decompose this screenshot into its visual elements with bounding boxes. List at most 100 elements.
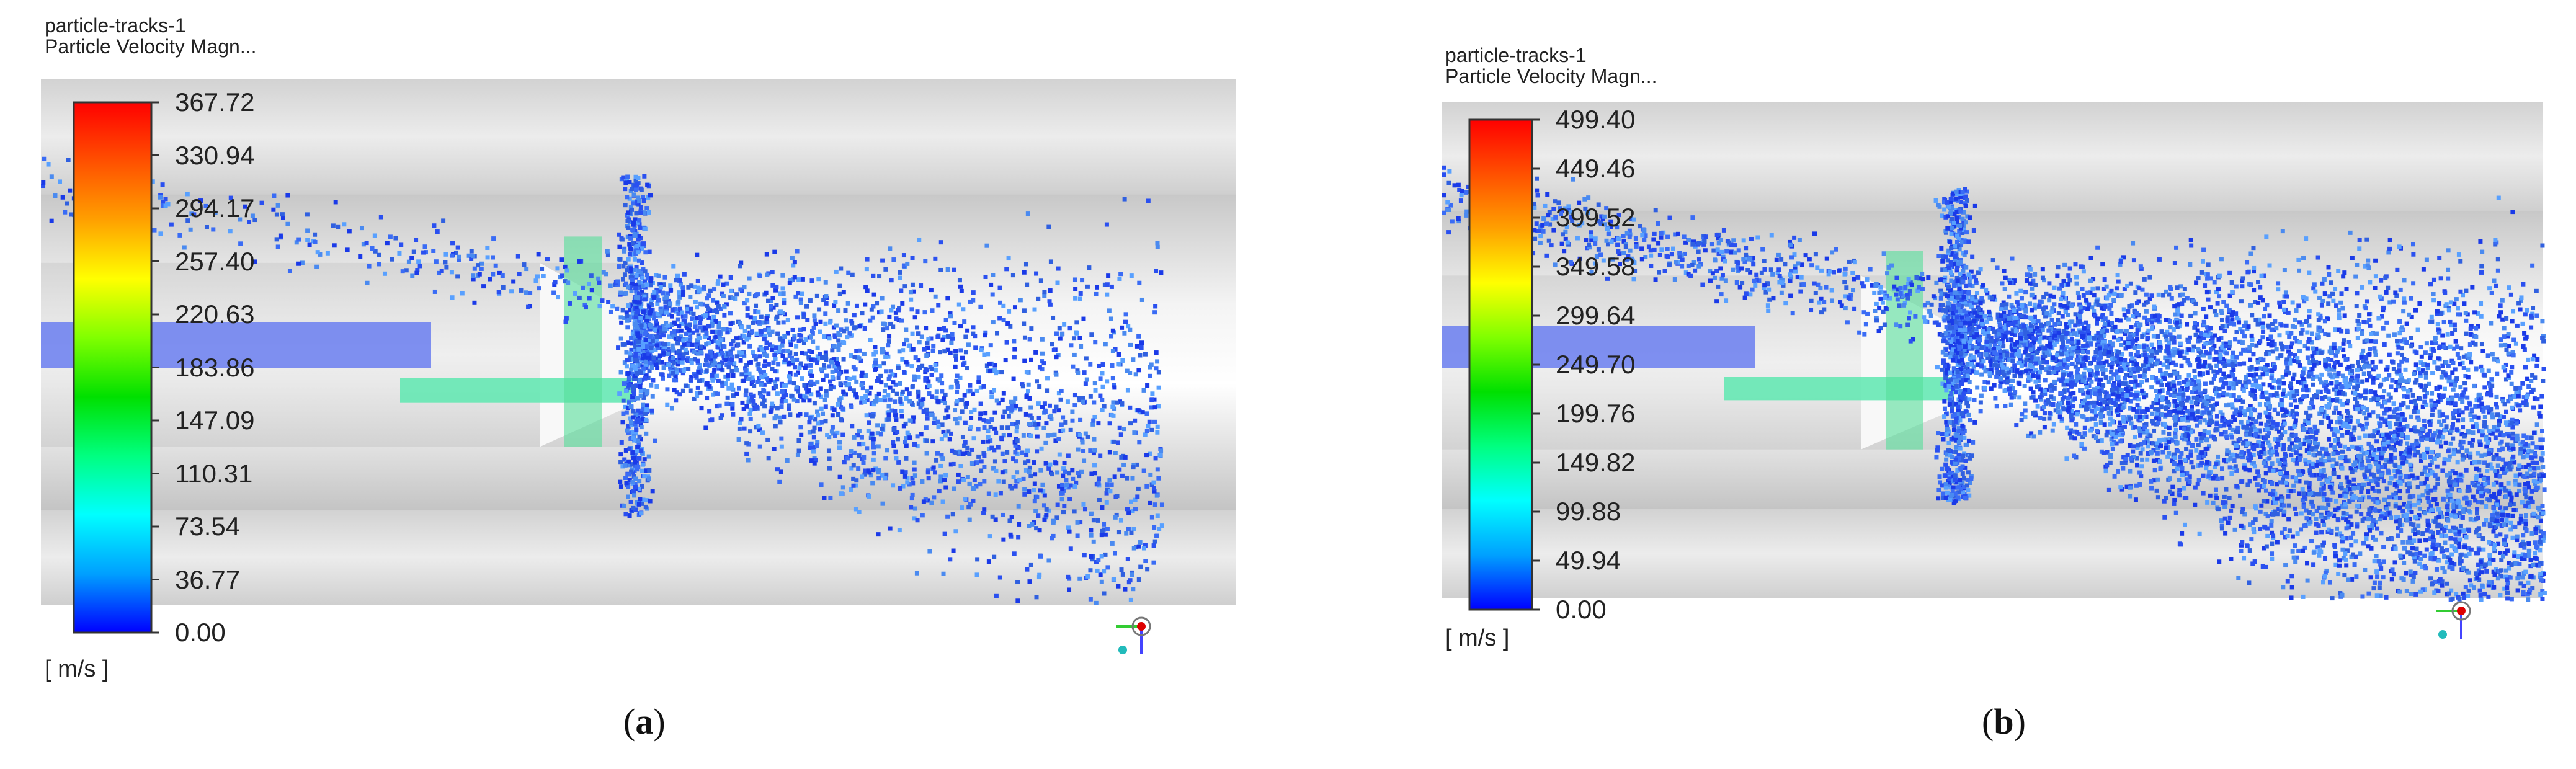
particle xyxy=(996,479,1001,484)
particle xyxy=(1907,291,1912,296)
particle xyxy=(1838,300,1843,305)
particle xyxy=(765,272,770,277)
particle xyxy=(843,308,848,313)
particle xyxy=(545,257,550,262)
particle xyxy=(1951,321,1956,326)
particle xyxy=(887,314,892,319)
particle xyxy=(238,217,243,222)
particle xyxy=(1962,435,1967,440)
particle xyxy=(662,327,667,332)
particle xyxy=(1950,264,1954,269)
particle xyxy=(1116,530,1121,535)
particle xyxy=(625,313,630,318)
particle xyxy=(1799,275,1804,280)
particle xyxy=(1008,324,1013,329)
particle xyxy=(1943,254,1948,259)
particle xyxy=(898,381,902,386)
particle xyxy=(708,288,713,293)
particle xyxy=(766,456,771,461)
particle xyxy=(986,559,991,564)
particle xyxy=(809,458,814,463)
particle xyxy=(1809,298,1814,303)
particle xyxy=(753,309,758,314)
particles xyxy=(1442,165,2547,602)
particle xyxy=(963,334,968,339)
particle xyxy=(1089,471,1094,476)
particle xyxy=(992,367,997,372)
particle xyxy=(633,299,638,304)
particle-track-viewport xyxy=(41,79,1236,654)
particle xyxy=(1456,216,1461,221)
particle xyxy=(969,447,974,452)
particle xyxy=(1713,258,1718,263)
particle xyxy=(526,304,531,309)
particle xyxy=(1046,508,1051,513)
particle xyxy=(469,249,474,254)
particle xyxy=(1951,333,1956,338)
particle xyxy=(876,444,881,449)
particle xyxy=(1954,336,1959,340)
particle xyxy=(1956,261,1961,266)
particle xyxy=(958,375,963,380)
particle xyxy=(891,324,896,329)
particle xyxy=(1103,532,1108,537)
particle xyxy=(1609,239,1614,244)
particle xyxy=(2290,475,2295,480)
particle xyxy=(1956,480,1961,485)
particle xyxy=(893,310,898,315)
particle xyxy=(1546,238,1551,243)
particle xyxy=(606,300,611,304)
particle xyxy=(854,303,859,308)
particle xyxy=(630,252,635,257)
particle xyxy=(1151,543,1156,548)
particle xyxy=(927,391,932,396)
particle xyxy=(622,272,627,277)
particle xyxy=(661,333,666,338)
particle xyxy=(998,491,1003,496)
particle xyxy=(643,308,648,313)
particle xyxy=(623,187,628,192)
particle xyxy=(871,304,876,309)
particle xyxy=(280,215,285,220)
particle xyxy=(623,388,628,393)
particle xyxy=(1143,543,1148,548)
particle xyxy=(693,324,698,329)
particle xyxy=(721,294,726,299)
particle xyxy=(716,279,721,284)
particle xyxy=(924,407,929,412)
particle xyxy=(437,270,442,275)
particle xyxy=(1796,261,1801,266)
particle xyxy=(916,367,920,372)
particle xyxy=(1950,272,1954,277)
particle xyxy=(809,278,814,283)
particle xyxy=(457,254,461,259)
particle xyxy=(823,350,828,355)
particle xyxy=(2371,535,2376,540)
particle xyxy=(1956,453,1961,458)
particle xyxy=(953,450,958,455)
particle xyxy=(760,320,765,325)
particle xyxy=(1956,426,1961,431)
particle xyxy=(1097,363,1102,368)
particle xyxy=(780,339,785,344)
particle xyxy=(1759,270,1764,275)
particle xyxy=(477,272,482,277)
particle xyxy=(1951,347,1956,352)
particle xyxy=(1107,450,1112,455)
particle xyxy=(1059,422,1064,427)
particle xyxy=(1076,370,1081,375)
particle xyxy=(626,494,631,499)
particle xyxy=(1089,332,1094,337)
particle xyxy=(1446,180,1451,185)
particle xyxy=(1952,224,1957,229)
particle xyxy=(799,333,804,338)
particle xyxy=(1877,290,1882,295)
particle xyxy=(1144,429,1149,433)
colorbar-tick-label: 73.54 xyxy=(175,512,241,541)
particle xyxy=(633,243,638,248)
particle xyxy=(929,500,934,505)
particle xyxy=(643,504,648,509)
particle xyxy=(1159,502,1164,507)
particle xyxy=(1105,282,1110,287)
particle xyxy=(620,277,625,282)
